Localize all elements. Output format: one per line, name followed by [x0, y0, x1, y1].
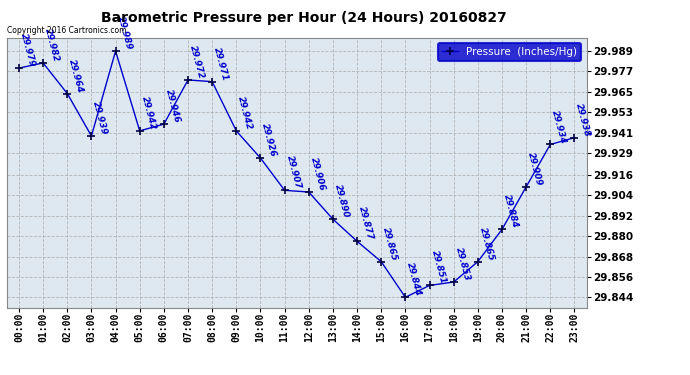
Text: 29.907: 29.907 — [284, 154, 302, 190]
Text: 29.942: 29.942 — [236, 95, 254, 131]
Pressure  (Inches/Hg) — [498, 227, 506, 232]
Text: 29.934: 29.934 — [551, 109, 568, 144]
Text: 29.938: 29.938 — [574, 102, 592, 138]
Pressure  (Inches/Hg) — [402, 295, 410, 300]
Pressure  (Inches/Hg) — [329, 217, 337, 222]
Text: 29.851: 29.851 — [429, 250, 447, 285]
Pressure  (Inches/Hg) — [280, 188, 288, 193]
Text: 29.853: 29.853 — [454, 246, 471, 282]
Text: Copyright 2016 Cartronics.com: Copyright 2016 Cartronics.com — [7, 26, 126, 35]
Text: 29.865: 29.865 — [381, 226, 399, 262]
Pressure  (Inches/Hg) — [232, 129, 240, 133]
Pressure  (Inches/Hg) — [39, 61, 47, 65]
Pressure  (Inches/Hg) — [87, 134, 95, 138]
Pressure  (Inches/Hg) — [473, 260, 482, 264]
Text: 29.982: 29.982 — [43, 27, 61, 63]
Text: 29.890: 29.890 — [333, 183, 351, 219]
Pressure  (Inches/Hg) — [353, 239, 362, 243]
Pressure  (Inches/Hg) — [208, 80, 217, 84]
Text: 29.939: 29.939 — [91, 100, 109, 136]
Text: 29.946: 29.946 — [164, 88, 181, 124]
Pressure  (Inches/Hg) — [450, 280, 458, 284]
Text: 29.906: 29.906 — [308, 156, 326, 192]
Text: 29.972: 29.972 — [188, 44, 206, 80]
Pressure  (Inches/Hg) — [570, 135, 578, 140]
Pressure  (Inches/Hg) — [159, 122, 168, 126]
Pressure  (Inches/Hg) — [257, 156, 265, 160]
Text: 29.942: 29.942 — [139, 95, 157, 131]
Text: 29.877: 29.877 — [357, 206, 375, 241]
Text: Barometric Pressure per Hour (24 Hours) 20160827: Barometric Pressure per Hour (24 Hours) … — [101, 11, 506, 25]
Text: 29.989: 29.989 — [115, 15, 133, 51]
Text: 29.964: 29.964 — [68, 58, 85, 93]
Legend: Pressure  (Inches/Hg): Pressure (Inches/Hg) — [438, 43, 581, 61]
Text: 29.979: 29.979 — [19, 32, 37, 68]
Pressure  (Inches/Hg) — [425, 283, 433, 288]
Pressure  (Inches/Hg) — [184, 78, 192, 82]
Pressure  (Inches/Hg) — [111, 49, 120, 53]
Pressure  (Inches/Hg) — [522, 184, 530, 189]
Pressure  (Inches/Hg) — [546, 142, 555, 147]
Text: 29.909: 29.909 — [526, 151, 544, 187]
Pressure  (Inches/Hg) — [15, 66, 23, 70]
Pressure  (Inches/Hg) — [304, 190, 313, 194]
Text: 29.884: 29.884 — [502, 194, 520, 230]
Text: 29.865: 29.865 — [477, 226, 495, 262]
Pressure  (Inches/Hg) — [377, 260, 385, 264]
Pressure  (Inches/Hg) — [63, 91, 72, 96]
Text: 29.844: 29.844 — [406, 261, 423, 297]
Text: 29.926: 29.926 — [261, 122, 278, 158]
Pressure  (Inches/Hg) — [135, 129, 144, 133]
Text: 29.971: 29.971 — [213, 46, 230, 82]
Line: Pressure  (Inches/Hg): Pressure (Inches/Hg) — [14, 47, 579, 302]
